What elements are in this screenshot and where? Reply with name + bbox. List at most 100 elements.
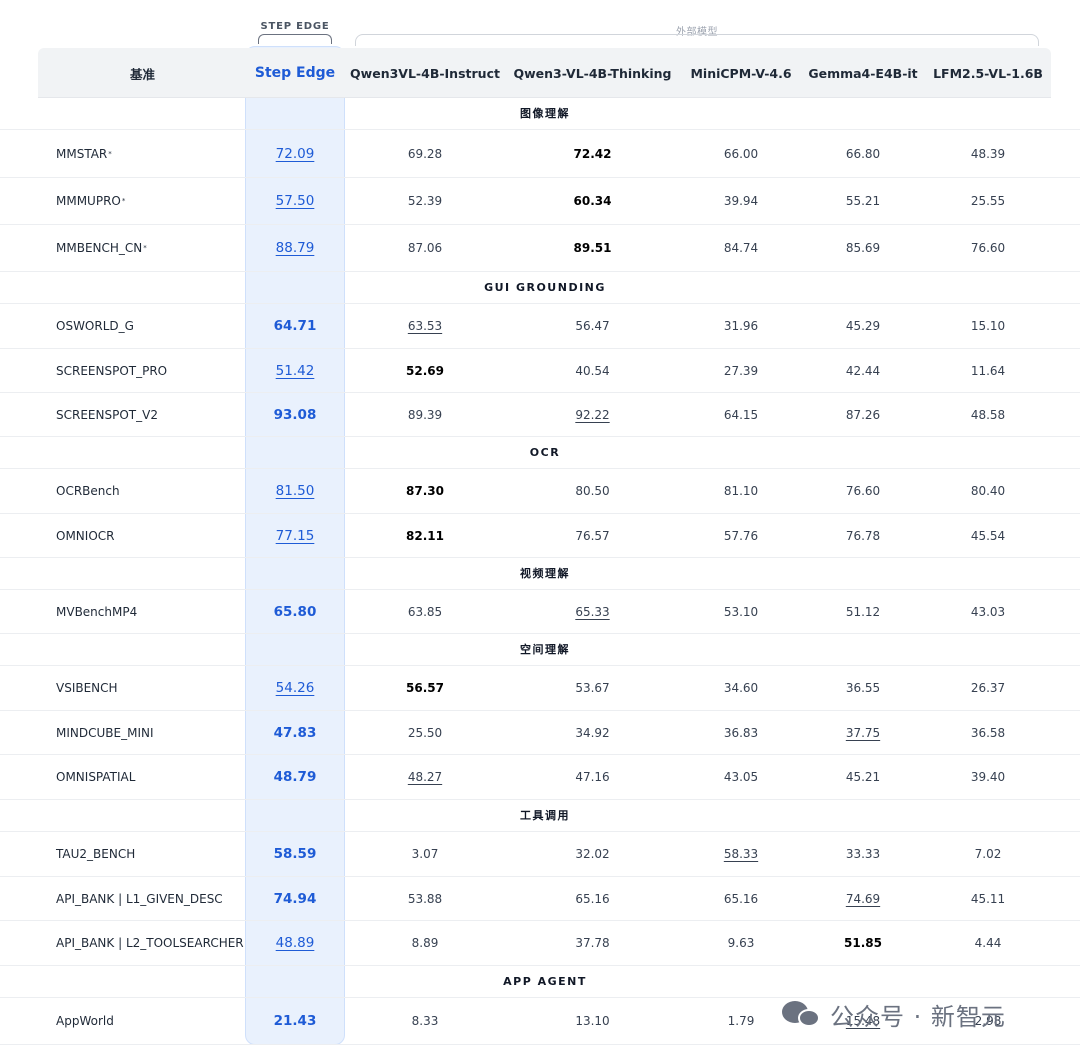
score-value: 80.50 — [575, 484, 610, 498]
score-value: 65.80 — [273, 603, 317, 620]
score-value: 82.11 — [406, 528, 444, 543]
score-cell: 76.60 — [924, 225, 1052, 271]
benchmark-name-cell: OSWORLD_G — [40, 304, 245, 348]
score-value: 81.50 — [275, 483, 315, 499]
score-value: 45.11 — [970, 891, 1006, 906]
score-value: 74.94 — [273, 890, 317, 907]
score-cell: 48.27 — [345, 755, 505, 799]
header-benchmark: 基准 — [129, 66, 155, 82]
benchmark-name-cell: MINDCUBE_MINI — [40, 711, 245, 754]
score-value: 51.85 — [844, 936, 882, 950]
section-title: 空间理解 — [520, 643, 570, 656]
score-value: 15.10 — [970, 319, 1006, 333]
score-value: 37.75 — [845, 725, 881, 740]
score-value: 42.44 — [845, 363, 881, 378]
benchmark-name: OMNISPATIAL — [56, 770, 136, 784]
score-cell: 56.57 — [345, 666, 505, 710]
score-cell: 80.50 — [505, 469, 680, 513]
benchmark-name: SCREENSPOT_PRO — [56, 363, 168, 378]
score-cell: 2.98 — [924, 998, 1052, 1044]
benchmark-name: OSWORLD_G — [56, 319, 134, 333]
score-cell: 11.64 — [924, 349, 1052, 392]
score-value: 48.58 — [970, 407, 1006, 422]
score-value: 58.59 — [273, 846, 317, 862]
score-cell: 87.26 — [802, 393, 924, 436]
benchmark-name-cell: OCRBench — [40, 469, 245, 513]
score-value: 69.28 — [407, 146, 443, 161]
benchmark-name-cell: TAU2_BENCH — [40, 832, 245, 876]
score-cell: 32.02 — [505, 832, 680, 876]
score-cell: 13.10 — [505, 998, 680, 1044]
score-value: 32.02 — [575, 847, 610, 861]
table-row: SCREENSPOT_V2 93.08 89.39 92.22 64.15 87.26 48… — [0, 393, 1080, 437]
benchmark-name-cell: MMBENCH_CN * — [40, 225, 245, 271]
score-value: 47.83 — [273, 724, 317, 741]
table-row: API_BANK | L1_GIVEN_DESC 74.94 53.88 65.16 6… — [0, 877, 1080, 921]
wechat-icon — [782, 999, 822, 1029]
score-value: 11.64 — [970, 363, 1006, 378]
score-cell: 39.40 — [924, 755, 1052, 799]
score-value: 27.39 — [723, 363, 759, 378]
score-cell: 64.15 — [680, 393, 802, 436]
score-value: 2.98 — [974, 1014, 1002, 1028]
step-edge-score-cell: 21.43 — [245, 998, 345, 1044]
score-cell: 85.69 — [802, 225, 924, 271]
score-cell: 37.78 — [505, 921, 680, 965]
score-cell: 40.54 — [505, 349, 680, 392]
score-value: 31.96 — [723, 319, 759, 333]
score-cell: 72.42 — [505, 130, 680, 177]
score-value: 36.55 — [845, 681, 881, 695]
table-row: OMNIOCR 77.15 82.11 76.57 57.76 76.78 45.54 — [0, 514, 1080, 558]
table-header — [38, 48, 1051, 98]
step-edge-score-cell: 64.71 — [245, 304, 345, 348]
score-value: 39.40 — [970, 770, 1006, 784]
step-edge-column-highlight — [245, 46, 345, 1045]
footnote-marker: * — [121, 197, 126, 205]
table-row: MINDCUBE_MINI 47.83 25.50 34.92 36.83 37.75 36… — [0, 711, 1080, 755]
score-value: 76.57 — [575, 528, 610, 543]
score-cell: 58.33 — [680, 832, 802, 876]
score-cell: 82.11 — [345, 514, 505, 557]
score-value: 87.26 — [845, 407, 881, 422]
wechat-watermark: 公众号 · 新智元 — [782, 996, 1006, 1032]
step-edge-score-cell: 51.42 — [245, 349, 345, 392]
score-value: 34.60 — [723, 681, 759, 695]
section-title: 工具调用 — [520, 809, 570, 822]
table-row: TAU2_BENCH 58.59 3.07 32.02 58.33 33.33 7.02 — [0, 832, 1080, 877]
score-value: 87.30 — [406, 484, 444, 498]
score-cell: 66.00 — [680, 130, 802, 177]
step-edge-score-cell: 65.80 — [245, 590, 345, 633]
score-cell: 89.51 — [505, 225, 680, 271]
benchmark-name-cell: SCREENSPOT_V2 — [40, 393, 245, 436]
external-models-group-label: 外部模型 — [676, 27, 718, 38]
table-row: VSIBENCH 54.26 56.57 53.67 34.60 36.55 26.37 — [0, 666, 1080, 711]
benchmark-name: MINDCUBE_MINI — [56, 725, 154, 740]
score-value: 64.71 — [273, 318, 317, 334]
score-value: 56.57 — [406, 681, 444, 695]
score-cell: 87.06 — [345, 225, 505, 271]
score-value: 45.54 — [970, 528, 1006, 543]
score-cell: 53.10 — [680, 590, 802, 633]
score-cell: 48.58 — [924, 393, 1052, 436]
score-value: 52.39 — [407, 194, 443, 208]
score-cell: 36.58 — [924, 711, 1052, 754]
score-value: 51.42 — [275, 362, 315, 379]
score-cell: 15.48 — [802, 998, 924, 1044]
table-row: OMNISPATIAL 48.79 48.27 47.16 43.05 45.21 39.4… — [0, 755, 1080, 800]
score-value: 45.21 — [845, 770, 881, 784]
header-lfm2-5-vl-1-6b: LFM2.5-VL-1.6B — [933, 65, 1043, 81]
score-cell: 53.67 — [505, 666, 680, 710]
score-cell: 45.11 — [924, 877, 1052, 920]
score-value: 66.80 — [845, 146, 881, 161]
section-title: 视频理解 — [520, 567, 570, 580]
score-value: 13.10 — [575, 1014, 610, 1028]
watermark-text: 公众号 · 新智元 — [830, 1002, 1006, 1031]
score-value: 43.03 — [970, 604, 1006, 619]
score-value: 25.55 — [970, 194, 1006, 208]
score-value: 76.60 — [970, 241, 1006, 255]
score-value: 56.47 — [575, 319, 610, 333]
score-value: 66.00 — [723, 146, 759, 161]
score-cell: 1.79 — [680, 998, 802, 1044]
score-cell: 37.75 — [802, 711, 924, 754]
score-cell: 56.47 — [505, 304, 680, 348]
